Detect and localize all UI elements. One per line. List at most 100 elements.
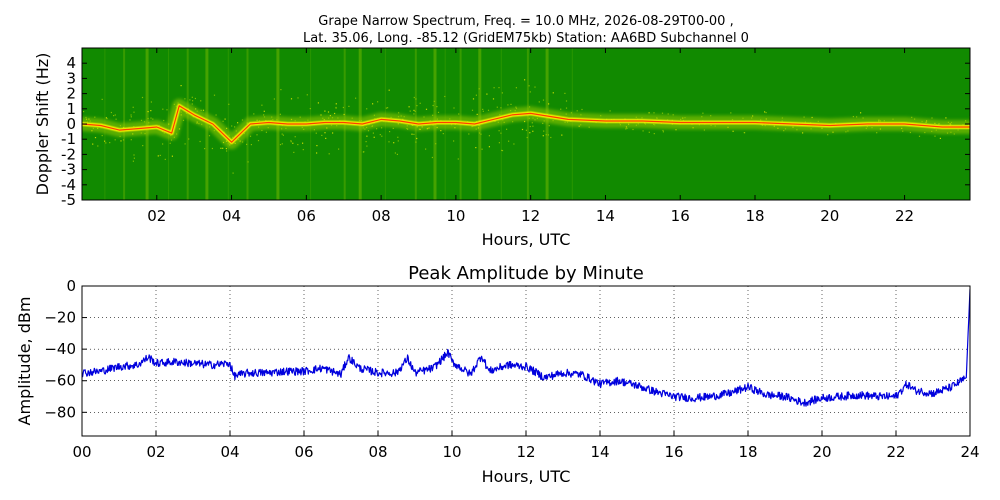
spectrum-noise-dot xyxy=(486,93,488,95)
spectrum-noise-dot xyxy=(397,140,399,142)
amplitude-grid xyxy=(81,285,971,436)
spectrum-noise-dot xyxy=(150,110,152,112)
spectrum-noise-dot xyxy=(293,151,295,153)
spectrum-noise-dot xyxy=(675,129,677,131)
spectrum-noise-dot xyxy=(642,130,644,132)
spectrum-noise-dot xyxy=(306,94,308,96)
spectrum-noise-dot xyxy=(547,134,549,136)
spectrum-x-ticks: 02 04 06 08 10 12 14 16 18 20 22 xyxy=(147,48,914,225)
spectrum-y-tick-label: 2 xyxy=(66,85,76,103)
spectrum-noise-dot xyxy=(94,137,97,139)
spectrum-noise-dot xyxy=(200,100,202,102)
spectrum-noise-dot xyxy=(414,110,416,112)
amplitude-x-tick-label: 02 xyxy=(146,443,165,461)
spectrum-y-tick-label: 0 xyxy=(66,115,76,133)
spectrum-noise-dot xyxy=(211,147,213,150)
spectrum-noise-dot xyxy=(918,135,921,137)
spectrum-noise-dot xyxy=(372,103,374,105)
spectrum-noise-dot xyxy=(564,92,566,94)
spectrum-noise-dot xyxy=(362,151,364,153)
spectrum-noise-dot xyxy=(273,98,275,100)
spectrum-noise-dot xyxy=(338,148,340,150)
spectrum-noise-dot xyxy=(297,144,299,146)
spectrum-noise-dot xyxy=(234,126,236,128)
spectrum-noise-dot xyxy=(224,118,226,120)
spectrum-noise-dot xyxy=(182,119,185,121)
spectrum-noise-dot xyxy=(334,112,336,115)
spectrum-noise-dot xyxy=(101,98,103,100)
spectrum-noise-dot xyxy=(856,116,858,118)
spectrum-noise-dot xyxy=(531,122,533,124)
spectrum-noise-dot xyxy=(931,117,933,119)
spectrum-x-tick-label: 08 xyxy=(372,207,391,225)
spectrum-noise-dot xyxy=(302,142,304,144)
spectrum-noise-dot xyxy=(524,79,526,81)
spectrum-noise-dot xyxy=(213,94,216,96)
spectrum-noise-dot xyxy=(432,114,434,116)
spectrum-noise-dot xyxy=(425,108,428,110)
spectrum-noise-dot xyxy=(94,116,96,118)
spectrum-y-axis-label: Doppler Shift (Hz) xyxy=(33,53,52,196)
spectrum-noise-dot xyxy=(419,102,421,104)
spectrum-noise-dot xyxy=(281,133,283,135)
amplitude-y-tick-label: −80 xyxy=(44,403,76,421)
spectrum-noise-dot xyxy=(83,111,85,113)
amplitude-x-tick-label: 10 xyxy=(442,443,461,461)
spectrum-noise-dot xyxy=(500,107,502,109)
spectrum-noise-dot xyxy=(481,148,483,150)
spectrum-noise-dot xyxy=(703,129,705,131)
spectrum-noise-dot xyxy=(147,117,149,120)
spectrum-noise-dot xyxy=(398,112,400,114)
spectrum-noise-dot xyxy=(317,102,319,104)
spectrum-noise-dot xyxy=(529,125,531,128)
spectrum-noise-dot xyxy=(515,106,517,108)
amplitude-y-tick-label: −60 xyxy=(44,372,76,390)
spectrum-noise-dot xyxy=(508,140,510,142)
spectrum-noise-dot xyxy=(202,109,205,111)
spectrum-noise-dot xyxy=(247,161,249,163)
spectrum-noise-dot xyxy=(548,125,550,127)
spectrum-noise-dot xyxy=(309,108,311,110)
spectrum-noise-dot xyxy=(945,117,947,119)
spectrum-noise-dot xyxy=(162,108,164,110)
spectrum-noise-dot xyxy=(475,94,477,96)
spectrum-noise-dot xyxy=(764,111,766,113)
spectrum-noise-dot xyxy=(939,137,941,139)
spectrum-noise-dot xyxy=(263,110,265,112)
spectrum-noise-dot xyxy=(492,98,495,100)
spectrum-noise-dot xyxy=(290,140,292,142)
spectrum-noise-dot xyxy=(702,112,704,114)
spectrum-noise-dot xyxy=(667,113,669,115)
spectrum-noise-dot xyxy=(507,104,509,106)
spectrum-noise-dot xyxy=(110,111,112,114)
spectrum-noise-dot xyxy=(180,85,182,87)
spectrum-noise-dot xyxy=(141,96,144,99)
spectrum-noise-dot xyxy=(140,119,143,121)
spectrum-noise-dot xyxy=(376,128,378,130)
spectrum-noise-dot xyxy=(104,140,106,142)
spectrum-noise-dot xyxy=(744,132,746,134)
spectrum-noise-dot xyxy=(279,113,281,115)
amplitude-x-tick-label: 06 xyxy=(294,443,313,461)
spectrum-y-tick-label: 1 xyxy=(66,100,76,118)
spectrum-noise-dot xyxy=(385,107,387,109)
spectrum-noise-dot xyxy=(542,122,544,124)
spectrum-noise-dot xyxy=(387,107,389,109)
spectrum-noise-dot xyxy=(934,135,936,137)
amplitude-y-axis-label: Amplitude, dBm xyxy=(15,297,34,426)
spectrum-noise-dot xyxy=(113,115,115,117)
spectrum-noise-dot xyxy=(435,143,437,145)
spectrum-streak xyxy=(526,48,529,200)
spectrum-noise-dot xyxy=(653,112,655,114)
spectrum-noise-dot xyxy=(389,131,391,133)
spectrum-noise-dot xyxy=(105,142,107,144)
spectrum-noise-dot xyxy=(133,157,135,159)
spectrum-noise-dot xyxy=(662,131,664,133)
spectrum-noise-dot xyxy=(142,145,144,147)
spectrum-noise-dot xyxy=(130,116,132,118)
spectrum-streak xyxy=(186,48,189,200)
spectrum-noise-dot xyxy=(226,150,228,152)
spectrum-noise-dot xyxy=(565,100,568,102)
spectrum-noise-dot xyxy=(488,135,490,137)
spectrum-noise-dot xyxy=(409,110,411,112)
